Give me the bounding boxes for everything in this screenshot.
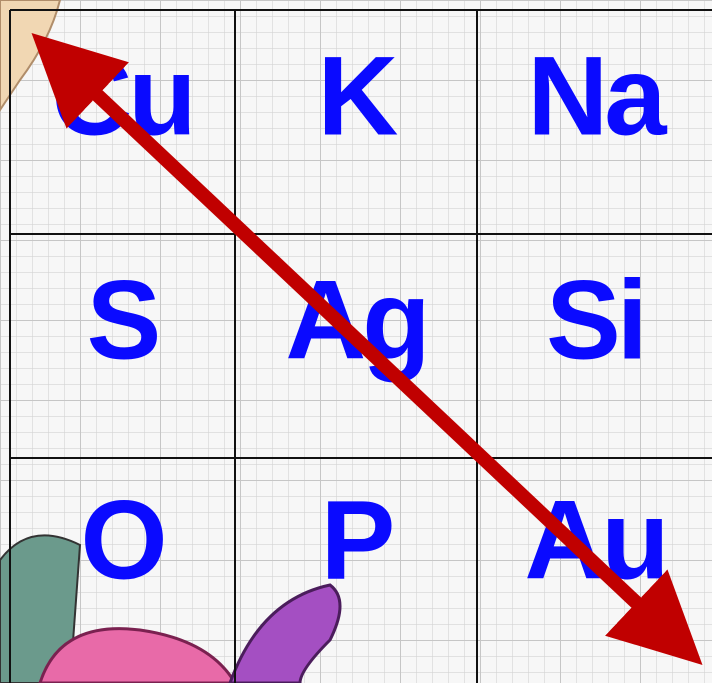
element-symbol: Cu xyxy=(51,34,192,159)
element-symbol: K xyxy=(318,34,398,159)
element-symbol: S xyxy=(87,258,158,383)
element-symbol: Au xyxy=(524,478,665,603)
element-symbol: Na xyxy=(527,34,667,159)
element-symbol: Si xyxy=(546,258,644,383)
diagonal-arrow xyxy=(31,33,703,665)
element-symbol: O xyxy=(80,478,163,603)
cells: Cu K Na S Ag Si O P Au xyxy=(51,34,671,603)
element-symbol: P xyxy=(321,478,392,603)
element-symbol: Ag xyxy=(285,258,426,383)
